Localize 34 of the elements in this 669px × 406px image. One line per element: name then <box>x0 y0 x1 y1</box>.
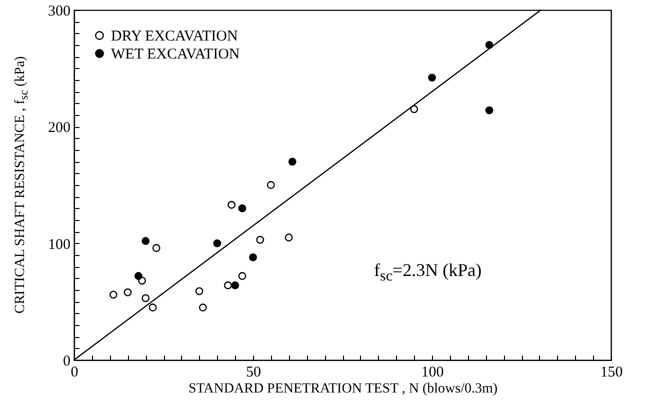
y-tick-label: 200 <box>48 120 70 136</box>
annotation: f$_{sc}$=2.3N (kPa) <box>374 260 482 286</box>
x-axis-title: STANDARD PENETRATION TEST , N (blows/0.3m) <box>188 382 498 396</box>
point <box>428 74 436 82</box>
point <box>231 281 240 290</box>
point <box>410 105 418 114</box>
point <box>485 106 494 114</box>
legend-label: WET EXCAVATION <box>111 46 240 62</box>
point <box>142 237 150 245</box>
point <box>256 236 264 244</box>
point <box>249 253 257 262</box>
point <box>134 272 142 280</box>
point <box>109 290 118 299</box>
point <box>228 200 236 209</box>
point <box>152 244 160 252</box>
point <box>224 281 232 290</box>
x-tick-label: 150 <box>600 364 623 380</box>
point <box>195 287 204 296</box>
point <box>124 288 132 296</box>
y-tick-label: 300 <box>48 4 70 20</box>
y-tick-label: 0 <box>63 354 70 370</box>
point <box>198 304 207 312</box>
x-tick-label: 100 <box>421 364 444 380</box>
y-tick-label: 100 <box>48 236 70 253</box>
point <box>213 239 222 248</box>
point <box>142 294 150 302</box>
point <box>266 181 275 189</box>
point <box>238 204 246 212</box>
point <box>284 234 293 242</box>
point <box>288 158 296 166</box>
point <box>238 272 246 280</box>
point <box>148 304 157 312</box>
x-tick-label: 50 <box>246 364 261 380</box>
legend-label: DRY EXCAVATION <box>111 28 238 44</box>
